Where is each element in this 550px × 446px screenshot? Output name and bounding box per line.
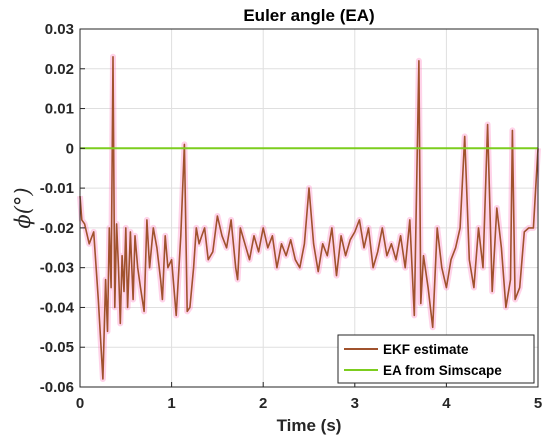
x-tick-label: 4 [442, 395, 451, 412]
x-tick-label: 5 [534, 395, 542, 412]
y-axis-label: ϕ(°) [11, 187, 35, 228]
legend: EKF estimate EA from Simscape [337, 334, 535, 384]
y-tick-label: -0.03 [40, 260, 74, 277]
legend-label-ekf: EKF estimate [383, 342, 469, 357]
plot-border [79, 28, 539, 388]
y-tick-label: -0.05 [40, 339, 74, 356]
series-ekf-line [79, 55, 539, 380]
x-tick-label: 3 [351, 395, 359, 412]
chart-title: Euler angle (EA) [243, 6, 374, 25]
legend-label-simscape: EA from Simscape [383, 363, 502, 378]
y-tick-label: 0.01 [45, 101, 74, 118]
series-layer [77, 53, 541, 382]
x-axis-label: Time (s) [277, 416, 342, 435]
x-tick-label: 2 [259, 395, 267, 412]
y-tick-label: -0.04 [40, 299, 75, 316]
x-tick-label: 1 [167, 395, 175, 412]
y-tick-label: 0.02 [45, 61, 74, 78]
y-tick-label: 0.03 [45, 21, 74, 38]
ticks: 0 1 2 3 4 5 0.03 0.02 0.01 0 -0.01 -0.02 -0.03 -0.04 -… [40, 21, 542, 412]
x-tick-label: 0 [76, 395, 84, 412]
y-tick-label: -0.06 [40, 379, 74, 396]
y-tick-label: -0.02 [40, 220, 74, 237]
y-tick-label: -0.01 [40, 180, 74, 197]
legend-box [337, 334, 535, 384]
y-tick-label: 0 [66, 140, 74, 157]
